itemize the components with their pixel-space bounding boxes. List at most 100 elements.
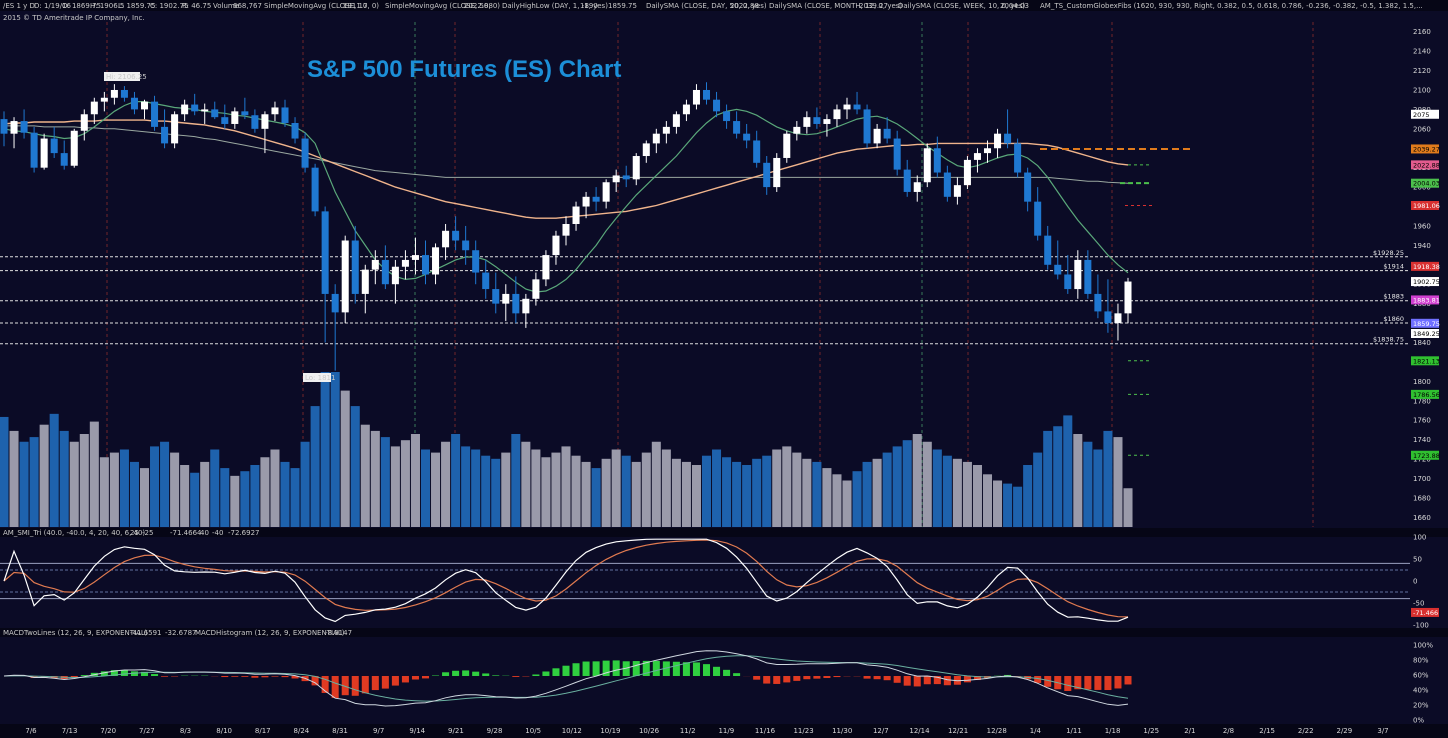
x-tick: 12/7 bbox=[873, 727, 889, 735]
volume-bar bbox=[1053, 426, 1063, 527]
header-item: DailyHighLow (DAY, 1, -1, yes) bbox=[502, 2, 608, 10]
lo-annotation-box bbox=[303, 373, 331, 382]
macd-tick: 60% bbox=[1413, 672, 1429, 680]
candle-body bbox=[321, 211, 329, 294]
volume-bar bbox=[471, 449, 481, 527]
level-label: $1883 bbox=[1383, 293, 1404, 301]
volume-bar bbox=[671, 458, 681, 527]
smi-title: AM_SMI_Tri (40.0, -40.0, 4, 20, 40, 6, 4… bbox=[3, 529, 145, 537]
price-tick: 2100 bbox=[1413, 86, 1431, 94]
x-tick: 12/14 bbox=[909, 727, 930, 735]
x-tick: 1/18 bbox=[1105, 727, 1121, 735]
volume-bar bbox=[982, 474, 993, 527]
macd-histogram-bar bbox=[903, 676, 911, 686]
candle-body bbox=[773, 157, 781, 188]
volume-bar bbox=[631, 461, 641, 527]
macd-histogram-bar bbox=[652, 660, 660, 676]
macd-histogram-bar bbox=[562, 665, 570, 676]
header-item: 2022.88 bbox=[730, 2, 759, 10]
macd-histogram-bar bbox=[120, 670, 128, 676]
candle-body bbox=[151, 101, 159, 127]
volume-bar bbox=[390, 446, 400, 527]
candle-body bbox=[502, 293, 510, 304]
volume-bar bbox=[641, 452, 651, 527]
price-tick: 2060 bbox=[1413, 125, 1431, 133]
candle-body bbox=[191, 104, 199, 112]
volume-bar bbox=[270, 449, 280, 527]
volume-bar bbox=[431, 452, 441, 527]
macd-histogram-bar bbox=[512, 676, 520, 677]
volume-bar bbox=[410, 434, 420, 527]
volume-bar bbox=[902, 440, 912, 527]
volume-bar bbox=[330, 372, 340, 527]
x-tick: 1/25 bbox=[1143, 727, 1159, 735]
macd-histogram-bar bbox=[723, 669, 731, 676]
x-tick: 8/10 bbox=[216, 727, 232, 735]
volume-bar bbox=[762, 455, 772, 527]
price-tag: 1849.25 bbox=[1413, 330, 1440, 338]
candle-body bbox=[1094, 293, 1102, 312]
header-item: 2004.03 bbox=[1000, 2, 1029, 10]
macd-histogram-bar bbox=[702, 664, 711, 676]
candle-body bbox=[863, 109, 871, 144]
macd-histogram-bar bbox=[30, 676, 38, 678]
macd-histogram-bar bbox=[401, 676, 409, 683]
macd-histogram-bar bbox=[381, 676, 389, 689]
volume-bar bbox=[922, 441, 932, 527]
smi-tick: -50 bbox=[1413, 600, 1424, 608]
level-label: $1838.75 bbox=[1373, 336, 1404, 344]
volume-bar bbox=[0, 416, 9, 527]
candle-body bbox=[542, 255, 550, 280]
volume-bar bbox=[541, 457, 551, 527]
volume-bar bbox=[109, 452, 119, 527]
macd-histogram-bar bbox=[1044, 676, 1052, 687]
macd-histogram-bar bbox=[411, 676, 419, 680]
price-tag: 1723.88 bbox=[1413, 452, 1440, 460]
volume-bar bbox=[712, 449, 722, 527]
macd-histogram-bar bbox=[151, 674, 159, 676]
macd-histogram-bar bbox=[592, 661, 600, 676]
price-tag: 2004.03 bbox=[1413, 180, 1440, 188]
candle-body bbox=[411, 255, 419, 260]
volume-bar bbox=[681, 461, 691, 527]
volume-bar bbox=[99, 457, 109, 527]
candle-body bbox=[522, 298, 530, 314]
volume-bar bbox=[1003, 483, 1013, 527]
level-label: $1914 bbox=[1383, 263, 1404, 271]
candle-body bbox=[271, 107, 279, 115]
candle-body bbox=[130, 97, 138, 110]
candle-body bbox=[592, 196, 600, 202]
header-item: Volume bbox=[213, 2, 239, 10]
volume-bar bbox=[842, 480, 852, 527]
candle-body bbox=[622, 175, 630, 180]
volume-bar bbox=[1043, 430, 1053, 527]
volume-bar bbox=[732, 461, 742, 527]
price-tag: 1859.75 bbox=[1413, 320, 1440, 328]
candle-body bbox=[913, 182, 921, 192]
header-item: D: 1/19/16 bbox=[34, 2, 72, 10]
x-tick: 2/15 bbox=[1259, 727, 1275, 735]
macd-histogram-bar bbox=[351, 676, 359, 696]
smi-signal-line bbox=[3, 539, 1129, 618]
macd-histogram-bar bbox=[321, 676, 329, 693]
volume-bar bbox=[571, 455, 581, 527]
x-tick: 8/31 bbox=[332, 727, 348, 735]
volume-bar bbox=[160, 441, 170, 527]
candle-body bbox=[632, 156, 640, 180]
symbol-label[interactable]: /ES 1 y D bbox=[3, 2, 35, 10]
volume-bar bbox=[9, 430, 19, 527]
macd-histogram-bar bbox=[973, 676, 981, 681]
candle-body bbox=[301, 138, 309, 168]
volume-bar bbox=[119, 449, 129, 527]
candle-body bbox=[401, 259, 409, 267]
candle-body bbox=[421, 255, 430, 275]
candle-body bbox=[662, 126, 670, 134]
x-tick: 2/22 bbox=[1298, 727, 1314, 735]
x-tick: 11/9 bbox=[718, 727, 734, 735]
volume-bar bbox=[39, 424, 49, 527]
candle-body bbox=[813, 117, 821, 124]
macd-histogram-bar bbox=[773, 676, 781, 684]
hi-lo-annotations: Hi: 2106.25 Lo: 1811 bbox=[104, 72, 335, 382]
